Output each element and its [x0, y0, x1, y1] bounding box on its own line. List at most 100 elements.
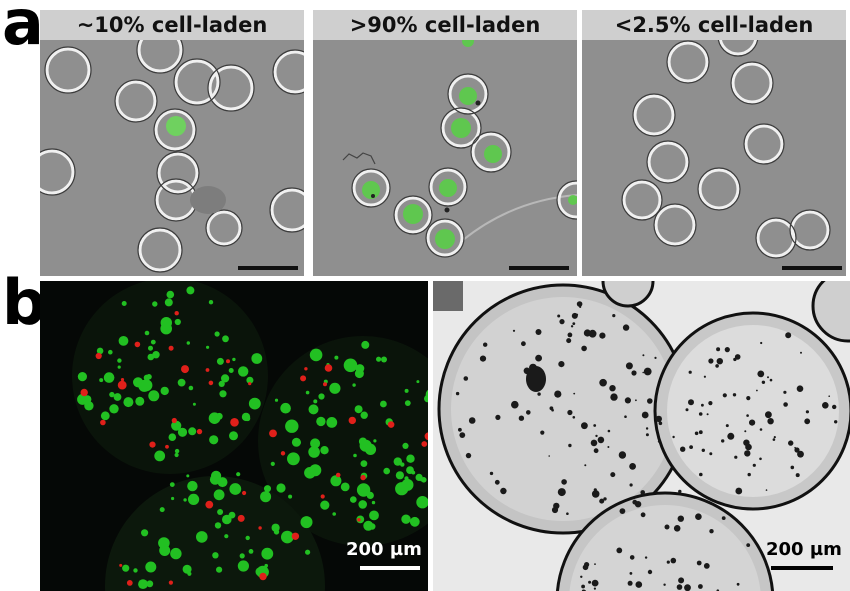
- live-cell: [171, 496, 175, 501]
- dead-cell: [335, 472, 341, 478]
- dead-cell: [196, 428, 203, 435]
- microdroplet-field: [342, 35, 577, 258]
- dead-cell: [174, 311, 179, 316]
- live-cell: [245, 415, 251, 422]
- inclusion-dot: [822, 402, 829, 409]
- inclusion-dot: [734, 455, 738, 459]
- dead-cell: [248, 382, 252, 386]
- inclusion-dot: [521, 341, 526, 347]
- live-cell: [171, 420, 182, 431]
- inclusion-dot: [463, 376, 469, 381]
- inclusion-dot: [765, 489, 768, 491]
- live-cell: [260, 491, 272, 503]
- live-cell: [100, 411, 110, 421]
- dead-cell: [237, 514, 245, 522]
- inclusion-dot: [588, 580, 592, 584]
- live-cell: [77, 372, 87, 382]
- inclusion-dot: [701, 448, 705, 452]
- brightfield-droplet-image: 200 µm: [433, 281, 850, 591]
- inclusion-dot: [709, 452, 713, 456]
- live-cell: [208, 300, 214, 305]
- live-cell: [402, 442, 409, 449]
- live-cell: [140, 379, 153, 392]
- inclusion-dot: [709, 529, 714, 534]
- inclusion-dot: [632, 499, 638, 505]
- fluorescence-live-dead-image: 200 µm: [40, 281, 428, 591]
- inclusion-dot: [832, 404, 837, 410]
- live-cell: [186, 286, 195, 295]
- live-cell: [251, 353, 263, 364]
- scale-bar: [238, 266, 298, 270]
- live-cell: [330, 475, 342, 487]
- live-cell: [169, 482, 175, 487]
- inclusion-dot: [715, 364, 719, 368]
- live-cell: [248, 549, 254, 554]
- scale-label: 200 µm: [766, 539, 842, 560]
- live-cell: [332, 512, 337, 516]
- inclusion-dot: [558, 361, 565, 368]
- live-cell: [214, 522, 222, 529]
- dead-cell: [300, 375, 307, 382]
- inclusion-dot: [716, 347, 721, 352]
- dead-cell: [324, 364, 333, 372]
- inclusion-dot: [703, 563, 710, 569]
- inclusion-dot: [629, 555, 635, 560]
- live-cell: [305, 390, 310, 395]
- inclusion-dot: [664, 524, 670, 530]
- live-cell: [318, 393, 325, 400]
- inclusion-dot: [494, 479, 500, 485]
- live-cell: [117, 365, 121, 369]
- inclusion-dot: [535, 354, 542, 362]
- inclusion-dot: [567, 332, 573, 338]
- dead-cell: [258, 526, 262, 530]
- dead-cell: [304, 367, 308, 371]
- inclusion-dot: [765, 411, 772, 419]
- live-cell: [308, 446, 320, 458]
- inclusion-dot: [583, 329, 591, 337]
- live-cell: [217, 509, 224, 515]
- inclusion-dot: [572, 416, 576, 419]
- inclusion-dot: [698, 584, 703, 589]
- live-cell: [174, 448, 180, 454]
- inclusion-dot: [599, 498, 605, 504]
- inclusion-dot: [581, 345, 587, 352]
- live-cell: [416, 496, 428, 509]
- live-cell: [355, 364, 365, 373]
- inclusion-dot: [797, 450, 804, 458]
- live-cell: [354, 405, 363, 414]
- inclusion-dot: [642, 354, 645, 357]
- panel-a-letter: a: [2, 0, 44, 59]
- inclusion-dot: [688, 400, 691, 403]
- inclusion-dot: [593, 587, 596, 590]
- live-cell: [248, 397, 261, 410]
- inclusion-dot: [716, 358, 723, 365]
- live-cell: [356, 483, 371, 497]
- inclusion-dot: [468, 417, 476, 424]
- live-cell: [404, 388, 409, 393]
- live-cell: [159, 507, 165, 513]
- live-cell: [411, 470, 416, 475]
- live-cell: [358, 437, 367, 446]
- dead-cell: [360, 474, 366, 481]
- live-cell: [99, 378, 104, 383]
- inclusion-dot: [746, 414, 749, 417]
- live-cell: [343, 358, 358, 373]
- scale-label: 200 µm: [346, 539, 422, 560]
- live-cell: [401, 514, 411, 524]
- live-cell: [309, 348, 323, 362]
- inclusion-dot: [512, 329, 516, 332]
- live-cell: [383, 467, 391, 475]
- inclusion-dot: [593, 448, 599, 454]
- dead-cell: [259, 572, 267, 581]
- inclusion-dot: [757, 370, 765, 378]
- live-cell: [211, 470, 222, 481]
- inclusion-dot: [595, 434, 598, 438]
- inclusion-dot: [746, 543, 751, 547]
- inclusion-dot: [518, 415, 525, 421]
- inclusion-dot: [749, 419, 756, 426]
- inclusion-dot: [540, 430, 545, 435]
- live-cell: [369, 510, 379, 521]
- dead-cell: [357, 518, 361, 522]
- inclusion-dot: [663, 583, 666, 586]
- brightfield-field: [433, 281, 850, 591]
